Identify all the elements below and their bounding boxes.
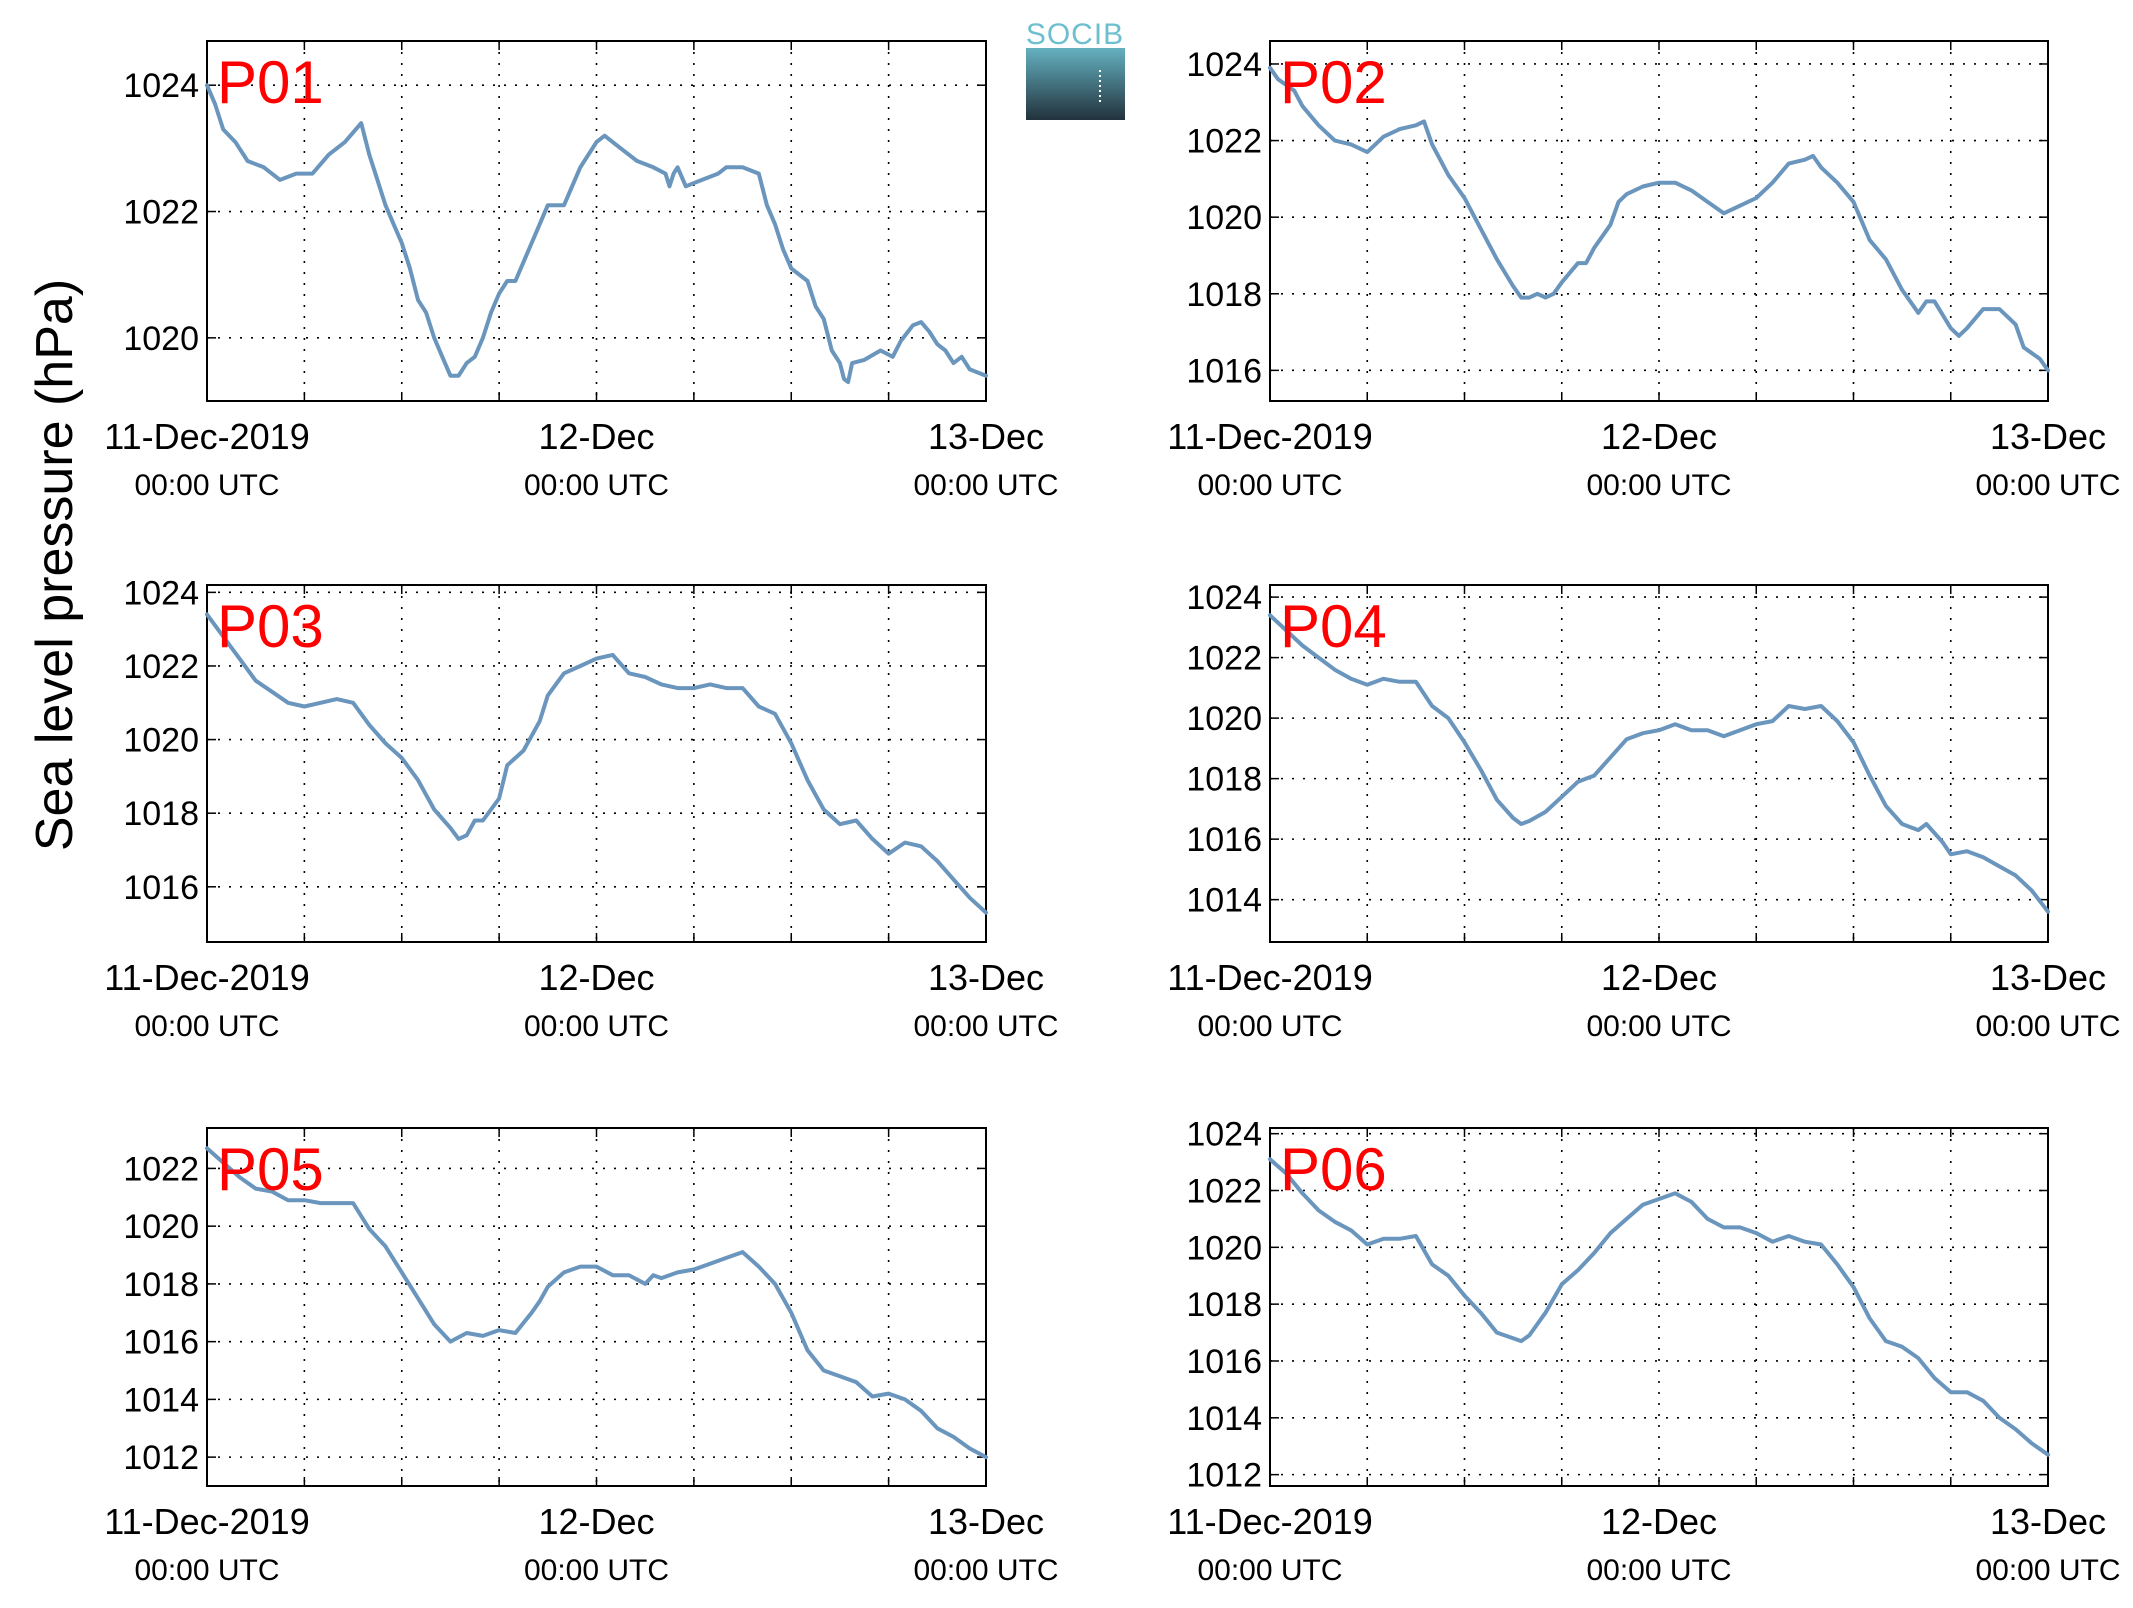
y-tick-label: 1018 xyxy=(123,795,199,833)
y-tick-label: 1016 xyxy=(123,1324,199,1362)
y-tick-label: 1020 xyxy=(123,1208,199,1246)
y-tick-label: 1022 xyxy=(1186,123,1262,161)
socib-logo: SOCIB xyxy=(1026,16,1125,120)
axes-box xyxy=(1269,1127,2049,1487)
panel-p04: 1014 1016 1018 1020 1022 1024 11-Dec-2019 00:00… xyxy=(1167,579,2120,1043)
y-tick-label: 1014 xyxy=(123,1381,199,1419)
panel-p02: 1016 1018 1020 1022 1024 11-Dec-2019 00:00 UTC… xyxy=(1167,40,2121,502)
axes-box xyxy=(206,584,987,943)
x-tick-label-time: 00:00 UTC xyxy=(1197,469,1342,502)
x-tick-label-date: 11-Dec-2019 xyxy=(104,957,309,998)
x-tick-label-date: 11-Dec-2019 xyxy=(104,416,309,457)
y-tick-label: 1022 xyxy=(1186,1173,1262,1211)
y-tick-label: 1022 xyxy=(123,194,199,232)
x-tick-label-date: 13-Dec xyxy=(928,957,1044,998)
x-tick-label-time: 00:00 UTC xyxy=(524,469,669,502)
y-tick-label: 1016 xyxy=(1186,352,1262,390)
x-tick-label-date: 11-Dec-2019 xyxy=(1167,416,1372,457)
series-line xyxy=(1268,613,2050,914)
y-tick-label: 1020 xyxy=(1186,1229,1262,1267)
x-tick-label-time: 00:00 UTC xyxy=(134,469,279,502)
panel-label: P04 xyxy=(1280,593,1387,660)
series-line xyxy=(205,612,988,915)
y-tick-label: 1012 xyxy=(1186,1457,1262,1495)
y-tick-label: 1016 xyxy=(1186,1343,1262,1381)
x-tick-label-time: 00:00 UTC xyxy=(913,469,1058,502)
x-tick-label-date: 12-Dec xyxy=(1601,1501,1717,1542)
y-tick-label: 1020 xyxy=(1186,199,1262,237)
y-tick-label: 1016 xyxy=(1186,821,1262,859)
x-tick-label-date: 13-Dec xyxy=(928,416,1044,457)
y-tick-label: 1018 xyxy=(123,1266,199,1304)
x-tick-label-time: 00:00 UTC xyxy=(1197,1010,1342,1043)
y-tick-label: 1022 xyxy=(1186,640,1262,678)
y-tick-label: 1018 xyxy=(1186,276,1262,314)
x-tick-label-time: 00:00 UTC xyxy=(913,1010,1058,1043)
y-tick-label: 1020 xyxy=(1186,700,1262,738)
x-tick-label-date: 11-Dec-2019 xyxy=(1167,957,1372,998)
series-line xyxy=(205,1146,988,1460)
series-line xyxy=(205,83,988,385)
x-tick-label-time: 00:00 UTC xyxy=(1586,1554,1731,1587)
y-tick-label: 1020 xyxy=(123,722,199,760)
x-tick-label-date: 12-Dec xyxy=(538,416,654,457)
socib-logo-header xyxy=(1026,16,1125,48)
x-tick-label-time: 00:00 UTC xyxy=(1586,469,1731,502)
panel-label: P06 xyxy=(1280,1136,1387,1203)
y-tick-label: 1024 xyxy=(123,67,199,105)
panel-label: P01 xyxy=(217,49,324,116)
x-tick-label-date: 12-Dec xyxy=(538,957,654,998)
axes-box xyxy=(206,40,987,402)
panel-label: P02 xyxy=(1280,49,1387,116)
axes-box xyxy=(1269,40,2049,402)
x-tick-label-time: 00:00 UTC xyxy=(134,1554,279,1587)
x-tick-label-time: 00:00 UTC xyxy=(1975,1010,2120,1043)
series-line xyxy=(1268,1157,2050,1457)
y-tick-label: 1012 xyxy=(123,1439,199,1477)
panel-label: P03 xyxy=(217,593,324,660)
x-tick-label-date: 12-Dec xyxy=(538,1501,654,1542)
socib-logo-text: SOCIB xyxy=(1026,18,1124,51)
x-tick-label-time: 00:00 UTC xyxy=(1975,1554,2120,1587)
x-tick-label-date: 13-Dec xyxy=(1990,416,2106,457)
x-tick-label-date: 13-Dec xyxy=(928,1501,1044,1542)
y-tick-label: 1014 xyxy=(1186,1400,1262,1438)
y-tick-label: 1024 xyxy=(1186,1116,1262,1154)
y-tick-label: 1020 xyxy=(123,320,199,358)
x-tick-label-time: 00:00 UTC xyxy=(1975,469,2120,502)
y-tick-label: 1018 xyxy=(1186,761,1262,799)
y-tick-label: 1024 xyxy=(1186,46,1262,84)
y-tick-label: 1014 xyxy=(1186,882,1262,920)
y-tick-label: 1016 xyxy=(123,869,199,907)
panel-label: P05 xyxy=(217,1136,324,1203)
x-tick-label-date: 13-Dec xyxy=(1990,957,2106,998)
y-tick-label: 1024 xyxy=(123,574,199,612)
y-tick-label: 1024 xyxy=(1186,579,1262,617)
socib-logo-badge xyxy=(1026,40,1125,120)
axes-box xyxy=(1269,584,2049,943)
series-line xyxy=(1268,65,2050,373)
panel-p03: 1016 1018 1020 1022 1024 11-Dec-2019 00:00 UTC… xyxy=(104,574,1058,1043)
x-tick-label-date: 12-Dec xyxy=(1601,416,1717,457)
y-tick-label: 1022 xyxy=(123,648,199,686)
x-tick-label-time: 00:00 UTC xyxy=(524,1554,669,1587)
panel-p06: 1012 1014 1016 1018 1020 1022 1024 11-Dec-2019 0… xyxy=(1167,1116,2120,1587)
x-tick-label-date: 11-Dec-2019 xyxy=(104,1501,309,1542)
panel-p01: 1020 1022 1024 11-Dec-2019 00:00 UTC 12-Dec 00… xyxy=(104,40,1059,502)
x-tick-label-date: 12-Dec xyxy=(1601,957,1717,998)
x-tick-label-time: 00:00 UTC xyxy=(913,1554,1058,1587)
x-tick-label-time: 00:00 UTC xyxy=(1586,1010,1731,1043)
x-tick-label-time: 00:00 UTC xyxy=(1197,1554,1342,1587)
axes-box xyxy=(206,1127,987,1487)
y-axis-label: Sea level pressure (hPa) xyxy=(26,279,84,851)
x-tick-label-time: 00:00 UTC xyxy=(134,1010,279,1043)
y-tick-label: 1022 xyxy=(123,1150,199,1188)
y-tick-label: 1018 xyxy=(1186,1286,1262,1324)
panel-p05: 1012 1014 1016 1018 1020 1022 11-Dec-2019 00:00… xyxy=(104,1127,1059,1587)
x-tick-label-time: 00:00 UTC xyxy=(524,1010,669,1043)
panels: 1020 1022 1024 11-Dec-2019 00:00 UTC 12-Dec 00… xyxy=(104,40,2121,1587)
x-tick-label-date: 13-Dec xyxy=(1990,1501,2106,1542)
x-tick-label-date: 11-Dec-2019 xyxy=(1167,1501,1372,1542)
